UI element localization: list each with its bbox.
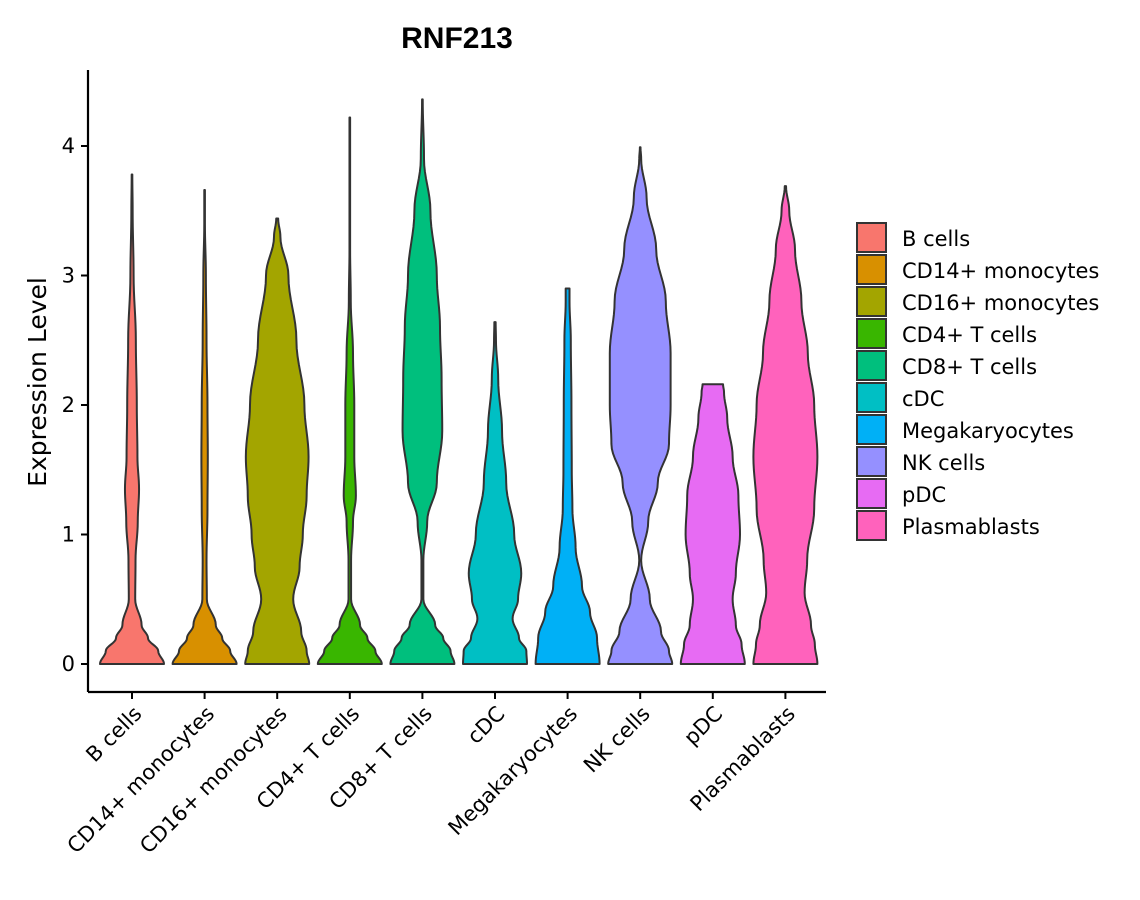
chart-title: RNF213 — [401, 22, 513, 55]
legend-label: CD8+ T cells — [902, 355, 1037, 379]
violin-cd14-plus-monocytes — [171, 189, 238, 665]
y-tick-label: 0 — [62, 652, 75, 676]
legend-swatch — [856, 350, 887, 381]
legend-label: CD14+ monocytes — [902, 259, 1099, 283]
legend-item-nk-cells: NK cells — [856, 446, 985, 477]
legend-swatch — [856, 446, 887, 477]
violin-cdc — [462, 321, 528, 665]
y-tick-label: 2 — [62, 393, 75, 417]
legend-item-cd14-plus-monocytes: CD14+ monocytes — [856, 254, 1099, 285]
y-tick-label: 3 — [62, 264, 75, 288]
legend-label: Megakaryocytes — [902, 419, 1074, 443]
legend-swatch — [856, 414, 887, 445]
violin-cd4-plus-t-cells — [316, 116, 383, 665]
violin-plasmablasts — [752, 185, 819, 665]
legend-swatch — [856, 478, 887, 509]
violin-cd8-plus-t-cells — [389, 98, 456, 665]
violin-b-cells — [99, 173, 165, 665]
legend-swatch — [856, 286, 887, 317]
legend-label: NK cells — [902, 451, 985, 475]
legend-item-cdc: cDC — [856, 382, 944, 413]
legend-item-cd16-plus-monocytes: CD16+ monocytes — [856, 286, 1099, 317]
legend-item-cd4-plus-t-cells: CD4+ T cells — [856, 318, 1037, 349]
x-tick-label: B cells — [81, 702, 146, 767]
legend-swatch — [856, 222, 887, 253]
legend-swatch — [856, 318, 887, 349]
x-tick-label: cDC — [463, 702, 510, 749]
y-tick-label: 1 — [62, 523, 75, 547]
y-tick-label: 4 — [62, 134, 75, 158]
legend-label: B cells — [902, 227, 970, 251]
plot-area — [99, 98, 819, 665]
legend-item-pdc: pDC — [856, 478, 946, 509]
x-tick-label: NK cells — [579, 702, 655, 778]
violin-megakaryocytes — [534, 287, 601, 665]
x-tick-label: pDC — [679, 702, 727, 750]
legend-item-megakaryocytes: Megakaryocytes — [856, 414, 1074, 445]
legend-item-cd8-plus-t-cells: CD8+ T cells — [856, 350, 1037, 381]
y-axis-label: Expression Level — [23, 277, 52, 487]
legend-swatch — [856, 254, 887, 285]
legend-label: Plasmablasts — [902, 515, 1040, 539]
violin-nk-cells — [607, 146, 674, 665]
legend-label: cDC — [902, 387, 944, 411]
x-tick-label: Megakaryocytes — [444, 702, 583, 841]
violin-cd16-plus-monocytes — [244, 217, 311, 665]
legend-label: pDC — [902, 483, 946, 507]
violin-pdc — [679, 383, 746, 665]
legend-swatch — [856, 510, 887, 541]
legend-item-b-cells: B cells — [856, 222, 970, 253]
legend-label: CD4+ T cells — [902, 323, 1037, 347]
legend-item-plasmablasts: Plasmablasts — [856, 510, 1040, 541]
legend-label: CD16+ monocytes — [902, 291, 1099, 315]
legend-swatch — [856, 382, 887, 413]
legend: B cells CD14+ monocytes CD16+ monocytes CD4… — [856, 222, 1099, 541]
